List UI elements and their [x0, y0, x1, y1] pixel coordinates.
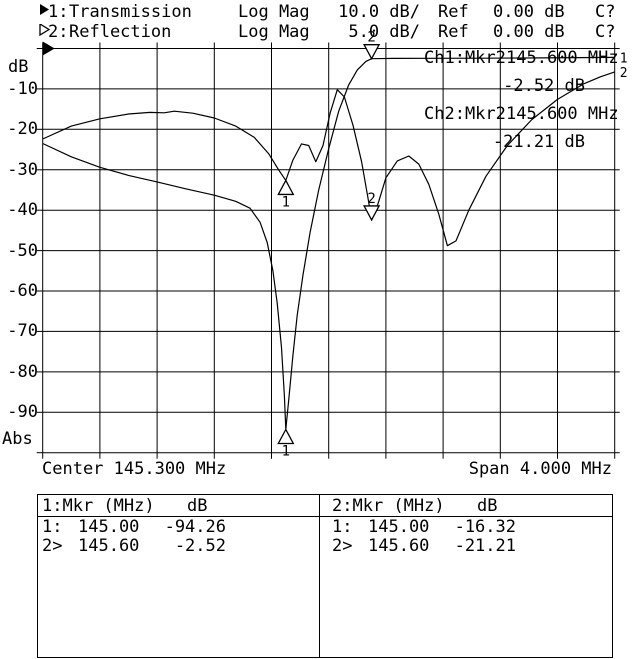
ch2-marker-readout-label: Ch2:Mkr2: [424, 104, 506, 124]
y-axis-label: -90: [7, 402, 38, 422]
table-ch2-row2-value: -21.21: [454, 536, 516, 556]
marker-2-ch1-triangle-icon: [363, 44, 381, 61]
marker-1-ch1-label: 1: [282, 444, 290, 460]
channel-2-cal-status: C?: [595, 22, 616, 42]
marker-table-divider: [319, 495, 320, 657]
y-axis-label: -40: [7, 200, 38, 220]
channel-1-name: Transmission: [69, 2, 192, 22]
channel-1-cal-status: C?: [595, 2, 616, 22]
x-axis-span-label: Span 4.000 MHz: [468, 459, 612, 479]
y-axis-label: -50: [7, 241, 38, 261]
ch2-marker-readout-freq: 145.600 MHz: [506, 104, 619, 124]
channel-2-format: Log Mag: [238, 22, 310, 42]
table-ch2-row1-num: 1:: [332, 517, 353, 537]
marker-1-ch2-label: 1: [282, 194, 290, 210]
y-axis-label: -20: [7, 119, 38, 139]
channel-2-ref-label: Ref: [438, 22, 469, 42]
channel-1-number: 1:: [48, 2, 69, 22]
ch1-marker-readout-label: Ch1:Mkr2: [424, 48, 506, 68]
table-ch2-row2-num: 2>: [332, 536, 353, 556]
channel-2-scale: 5.0 dB/: [348, 22, 420, 42]
trace-end-label: 2: [620, 66, 628, 81]
channel-1-format: Log Mag: [238, 2, 310, 22]
y-axis-label: -30: [7, 160, 38, 180]
channel-1-ref-label: Ref: [438, 2, 469, 22]
y-axis-label: -10: [7, 79, 38, 99]
ch1-marker-readout-value: -2.52 dB: [503, 76, 585, 96]
marker-table: 1:Mkr (MHz) dB 1: 145.00 -94.26 2> 145.6…: [37, 494, 613, 658]
grid: [36, 42, 620, 459]
channel-1-scale: 10.0 dB/: [338, 2, 420, 22]
channel-2-name: Reflection: [69, 22, 172, 42]
table-ch2-row1-freq: 145.00: [368, 517, 430, 537]
marker-table-header-rule: [38, 516, 612, 517]
table-ch1-header: 1:Mkr (MHz): [42, 496, 155, 516]
ch1-marker-readout-freq: 145.600 MHz: [506, 48, 619, 68]
y-axis-unit: dB: [8, 57, 29, 77]
y-axis-label: -70: [7, 321, 38, 341]
ch1-ref-position-icon: [42, 41, 55, 56]
table-ch1-unit: dB: [187, 496, 208, 516]
table-ch2-unit: dB: [477, 496, 498, 516]
marker-1-ch2-triangle-icon: [277, 179, 295, 196]
ch2-marker-readout-value: -21.21 dB: [492, 132, 585, 152]
table-ch1-row2-freq: 145.60: [78, 536, 140, 556]
channel-1-active-icon: [40, 4, 49, 15]
table-ch2-row2-freq: 145.60: [368, 536, 430, 556]
trace-end-label: 1: [620, 51, 628, 66]
table-ch1-row2-value: -2.52: [174, 536, 226, 556]
x-axis-center-label: Center 145.300 MHz: [42, 459, 227, 479]
y-axis-label: -80: [7, 362, 38, 382]
table-ch1-row1-freq: 145.00: [78, 517, 140, 537]
marker-2-ch2-triangle-icon: [363, 205, 381, 222]
channel-2-ref-value: 0.00 dB: [493, 22, 565, 42]
channel-1-ref-value: 0.00 dB: [493, 2, 565, 22]
channel-2-inactive-icon: [39, 24, 51, 36]
table-ch1-row1-num: 1:: [42, 517, 63, 537]
marker-2-ch2-label: 2: [367, 191, 375, 207]
table-ch2-row1-value: -16.32: [454, 517, 516, 537]
marker-2-ch1-label: 2: [367, 30, 375, 46]
y-axis-label: -60: [7, 281, 38, 301]
trace-transmission: [42, 56, 615, 431]
table-ch1-row2-num: 2>: [42, 536, 63, 556]
marker-1-ch1-triangle-icon: [277, 428, 295, 445]
table-ch1-row1-value: -94.26: [164, 517, 226, 537]
y-axis-bottom-label: Abs: [2, 429, 33, 449]
trace-reflection: [42, 71, 615, 247]
table-ch2-header: 2:Mkr (MHz): [332, 496, 445, 516]
channel-2-number: 2:: [48, 22, 69, 42]
